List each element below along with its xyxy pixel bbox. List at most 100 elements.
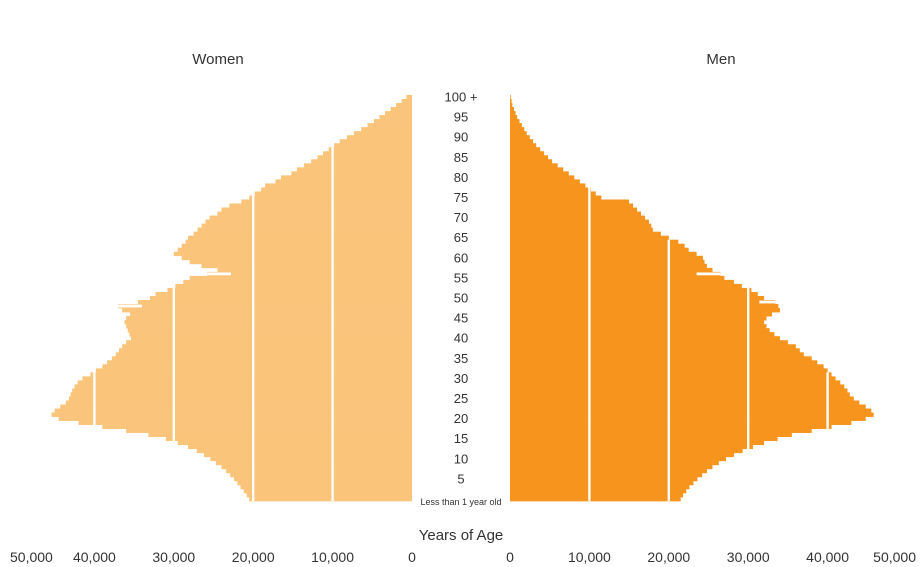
men-bar-age-57	[510, 267, 713, 273]
women-bar-age-92	[361, 127, 412, 132]
women-bar-age-67	[197, 227, 412, 233]
age-tick-label: Less than 1 year old	[420, 497, 501, 507]
men-bar-age-25	[510, 396, 854, 401]
men-bar-age-69	[510, 219, 649, 224]
women-bar-age-34	[107, 360, 412, 365]
men-bar-age-41	[510, 332, 775, 337]
women-x-tick-label: 50,000	[10, 549, 53, 565]
men-bar-age-86	[510, 151, 545, 156]
men-bar-age-31	[510, 372, 832, 377]
men-x-tick-label: 10,000	[568, 549, 611, 565]
men-bar-age-45	[510, 316, 767, 321]
age-tick-label: 10	[454, 451, 468, 466]
men-bar-age-44	[510, 320, 765, 325]
women-bar-age-45	[126, 316, 412, 321]
women-x-tick-label: 40,000	[73, 549, 116, 565]
women-x-tick-label: 30,000	[152, 549, 195, 565]
men-notch-age-49	[759, 300, 776, 304]
men-bar-age-22	[510, 408, 872, 413]
women-notch-age-56	[207, 272, 231, 276]
age-tick-label: 65	[454, 230, 468, 245]
gridlines	[93, 147, 829, 501]
women-series-label: Women	[192, 51, 243, 68]
men-bar-age-23	[510, 404, 866, 409]
men-bar-age-74	[510, 199, 630, 204]
women-bar-age-9	[215, 460, 412, 466]
men-bar-age-18	[510, 424, 832, 429]
men-bar-age-40	[510, 336, 780, 341]
men-bar-age-36	[510, 352, 804, 357]
women-bar-age-23	[60, 404, 412, 409]
women-bar-age-27	[72, 388, 413, 393]
women-bar-age-64	[185, 239, 412, 245]
men-bar-age-28	[510, 384, 845, 389]
women-bar-age-56	[207, 271, 412, 277]
men-bar-age-83	[510, 163, 558, 168]
men-bar-age-63	[510, 243, 685, 249]
men-bar-age-9	[510, 460, 719, 466]
men-bar-age-20	[510, 416, 866, 421]
men-bar-age-67	[510, 227, 653, 233]
women-bar-age-82	[296, 167, 412, 172]
women-bar-age-22	[54, 408, 412, 413]
women-bar-age-75	[249, 195, 412, 200]
men-bar-age-70	[510, 215, 645, 220]
women-bar-age-98	[396, 103, 412, 108]
men-bar-age-76	[510, 191, 596, 196]
women-bar-age-59	[189, 259, 412, 265]
women-bar-age-4	[237, 480, 412, 486]
men-bar-age-14	[510, 440, 765, 446]
men-x-tick-label: 20,000	[647, 549, 690, 565]
women-bar-age-51	[155, 291, 413, 297]
women-bar-age-57	[217, 267, 412, 273]
men-bar-age-12	[510, 448, 743, 454]
women-bar-age-54	[183, 279, 412, 285]
men-bar-age-100	[510, 94, 511, 100]
men-bar-age-68	[510, 223, 652, 228]
men-bar-age-50	[510, 295, 765, 301]
age-tick-label: 20	[454, 411, 468, 426]
women-x-tick-label: 10,000	[311, 549, 354, 565]
age-tick-label: 60	[454, 250, 468, 265]
women-bar-age-25	[68, 396, 413, 401]
women-x-tick-label: 0	[408, 549, 416, 565]
men-bar-age-87	[510, 147, 541, 152]
men-bar-age-19	[510, 420, 852, 425]
women-bar-age-100	[406, 94, 412, 100]
men-bar-age-72	[510, 207, 638, 212]
women-bar-age-7	[226, 468, 412, 474]
women-bar-age-2	[243, 488, 412, 494]
men-bar-age-64	[510, 239, 679, 245]
women-bar-age-6	[230, 472, 412, 478]
men-bar-age-0	[510, 496, 681, 502]
women-bar-age-5	[234, 476, 412, 482]
men-bar-age-8	[510, 464, 713, 470]
women-bar-age-26	[70, 392, 412, 397]
age-tick-label: 25	[454, 391, 468, 406]
women-bar-age-83	[304, 163, 412, 168]
women-bar-age-11	[203, 452, 412, 458]
men-bar-age-53	[510, 283, 742, 289]
women-bar-age-74	[241, 199, 412, 204]
men-bar-age-43	[510, 324, 767, 329]
men-bar-age-93	[510, 123, 522, 128]
men-bar-age-1	[510, 492, 684, 498]
women-bar-age-62	[177, 247, 412, 253]
men-bar-age-35	[510, 356, 812, 361]
women-bar-age-60	[181, 255, 412, 261]
age-tick-label: 15	[454, 431, 468, 446]
men-x-tick-label: 40,000	[806, 549, 849, 565]
women-bar-age-24	[65, 400, 412, 405]
men-bar-age-56	[510, 271, 721, 277]
men-bar-age-95	[510, 115, 518, 120]
x-axis-title: Years of Age	[419, 527, 504, 544]
men-bar-age-34	[510, 360, 818, 365]
men-bar-age-66	[510, 231, 661, 237]
women-bar-age-53	[175, 283, 412, 289]
age-tick-label: 85	[454, 150, 468, 165]
age-tick-label: 5	[457, 471, 464, 486]
women-bar-age-78	[265, 183, 412, 188]
age-tick-label: 95	[454, 110, 468, 125]
men-bar-age-33	[510, 364, 824, 369]
